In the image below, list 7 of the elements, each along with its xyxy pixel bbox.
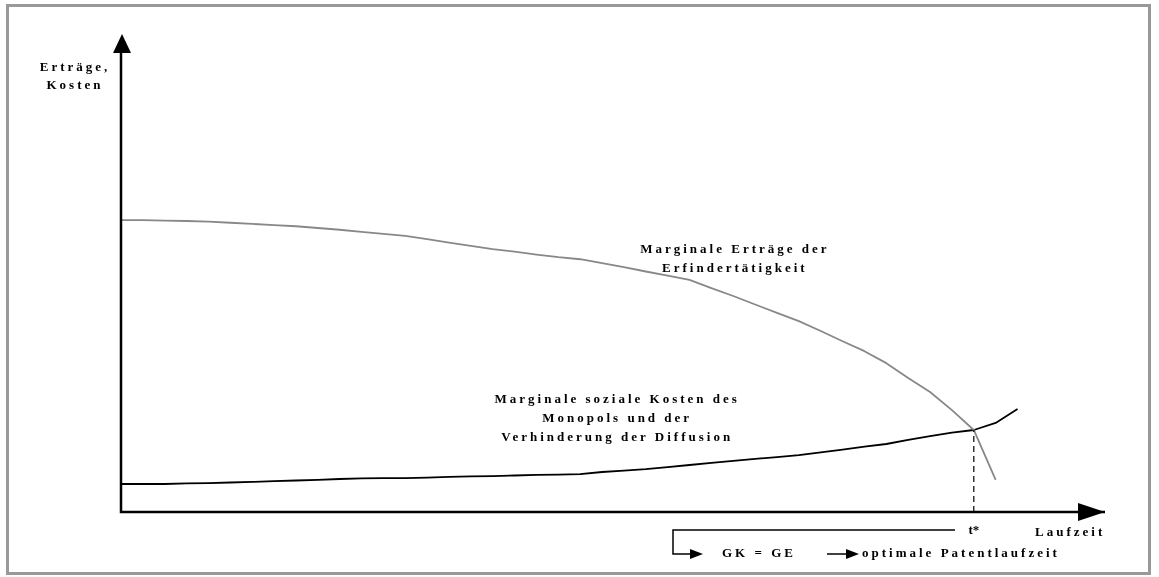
series-label: Marginale Erträge der Erfindertätigkeit <box>640 240 830 275</box>
text: t* <box>968 521 980 537</box>
text: optimale Patentlaufzeit <box>862 545 1060 561</box>
text: GK = GE <box>722 545 796 561</box>
x-axis-title: Laufzeit <box>1035 524 1106 540</box>
text: Erträge, Kosten <box>39 59 111 92</box>
series-label: Marginale soziale Kosten des Monopols und der Verhinderung der Diffusion <box>494 390 740 444</box>
